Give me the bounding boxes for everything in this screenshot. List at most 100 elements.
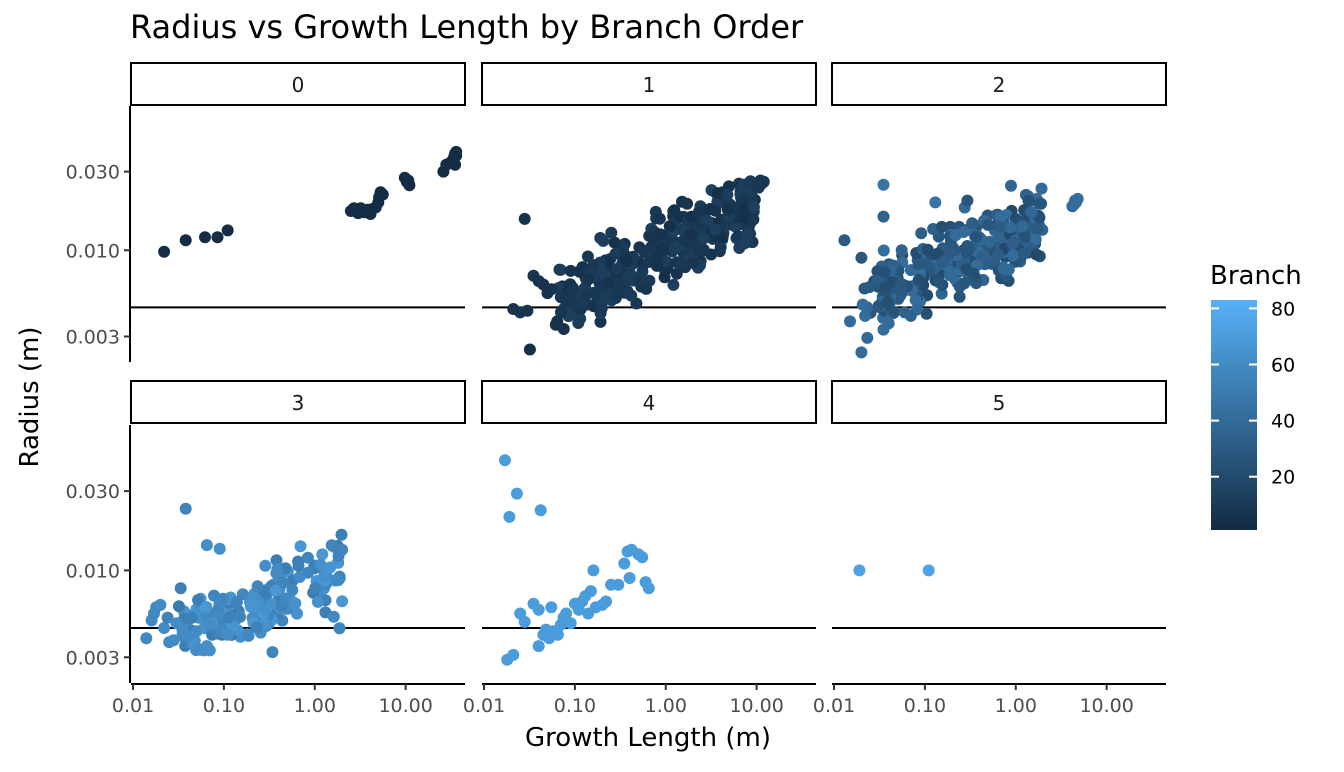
data-point	[623, 572, 636, 584]
data-point	[266, 597, 278, 610]
x-tick-label: 10.00	[1079, 695, 1133, 717]
data-point	[961, 194, 974, 207]
data-point	[729, 220, 742, 233]
x-tick-label: 0.10	[554, 695, 596, 717]
data-point	[879, 281, 892, 294]
data-point	[158, 245, 171, 258]
data-point	[208, 589, 220, 602]
data-point	[289, 597, 302, 610]
data-point	[711, 187, 724, 200]
data-point	[638, 246, 651, 259]
data-point	[327, 610, 340, 623]
data-point	[575, 298, 588, 311]
data-point	[185, 611, 198, 624]
facet-strip	[481, 62, 817, 106]
data-point	[929, 196, 942, 209]
data-point	[609, 292, 622, 304]
data-point	[154, 598, 167, 611]
data-point	[909, 293, 922, 306]
data-point	[181, 630, 194, 643]
data-point	[861, 331, 874, 344]
data-point	[877, 244, 890, 257]
data-point	[450, 149, 463, 162]
data-point	[192, 594, 205, 606]
data-point	[1006, 238, 1019, 251]
facet-strip	[831, 62, 1167, 106]
data-point	[967, 267, 980, 280]
data-point	[449, 158, 462, 171]
data-point	[286, 584, 299, 596]
data-point	[333, 622, 346, 635]
data-point	[620, 255, 633, 267]
data-point	[557, 323, 570, 335]
facet-strip	[831, 380, 1167, 424]
data-point	[872, 300, 885, 312]
data-point	[721, 203, 734, 216]
data-point	[681, 197, 694, 210]
data-point	[250, 621, 263, 634]
data-point	[580, 288, 592, 301]
data-point	[314, 558, 327, 571]
data-point	[977, 250, 990, 263]
data-point	[957, 226, 970, 238]
data-point	[667, 278, 680, 291]
data-point	[915, 227, 928, 240]
data-point	[566, 284, 579, 297]
data-point	[200, 601, 213, 613]
data-point	[966, 217, 979, 230]
data-point	[582, 607, 595, 620]
data-point	[523, 343, 536, 356]
data-point	[1005, 179, 1017, 192]
data-point	[317, 570, 330, 583]
data-point	[518, 212, 531, 225]
data-point	[838, 234, 851, 247]
data-point	[1017, 247, 1030, 260]
data-point	[581, 250, 594, 263]
data-point	[222, 611, 235, 624]
x-tick-label: 0.01	[813, 695, 855, 717]
data-point	[932, 276, 945, 288]
data-point	[332, 574, 345, 587]
data-point	[291, 607, 303, 620]
data-point	[597, 234, 610, 247]
data-point	[608, 236, 621, 249]
data-point	[311, 595, 324, 608]
x-tick-label: 0.10	[203, 695, 245, 717]
data-point	[737, 237, 750, 250]
legend-tick-label: 40	[1271, 411, 1295, 433]
data-point	[521, 304, 534, 317]
facet-label: 2	[993, 73, 1006, 97]
data-point	[935, 220, 948, 233]
data-point	[251, 580, 264, 593]
data-point	[1022, 194, 1035, 207]
data-point	[1033, 197, 1046, 210]
data-point	[269, 584, 282, 597]
legend-tick-label: 60	[1271, 355, 1295, 377]
data-point	[935, 287, 948, 300]
legend-title: Branch	[1210, 261, 1302, 291]
data-point	[1031, 222, 1044, 235]
data-point	[1030, 248, 1043, 261]
data-point	[532, 640, 545, 653]
data-point	[503, 510, 516, 523]
legend-tick-label: 20	[1271, 467, 1295, 489]
data-point	[696, 244, 709, 257]
data-point	[600, 595, 612, 608]
data-point	[294, 540, 307, 553]
data-point	[611, 262, 624, 275]
data-point	[1029, 233, 1042, 246]
data-point	[670, 267, 683, 280]
facet-label: 1	[643, 73, 656, 97]
data-point	[640, 282, 653, 295]
x-tick-label: 1.00	[995, 695, 1037, 717]
data-point	[316, 548, 329, 561]
facet-label: 0	[292, 73, 305, 97]
data-point	[855, 346, 868, 359]
data-point	[271, 563, 284, 576]
data-point	[1007, 249, 1019, 262]
data-point	[961, 240, 974, 252]
data-point	[912, 258, 925, 271]
data-point	[234, 610, 247, 623]
